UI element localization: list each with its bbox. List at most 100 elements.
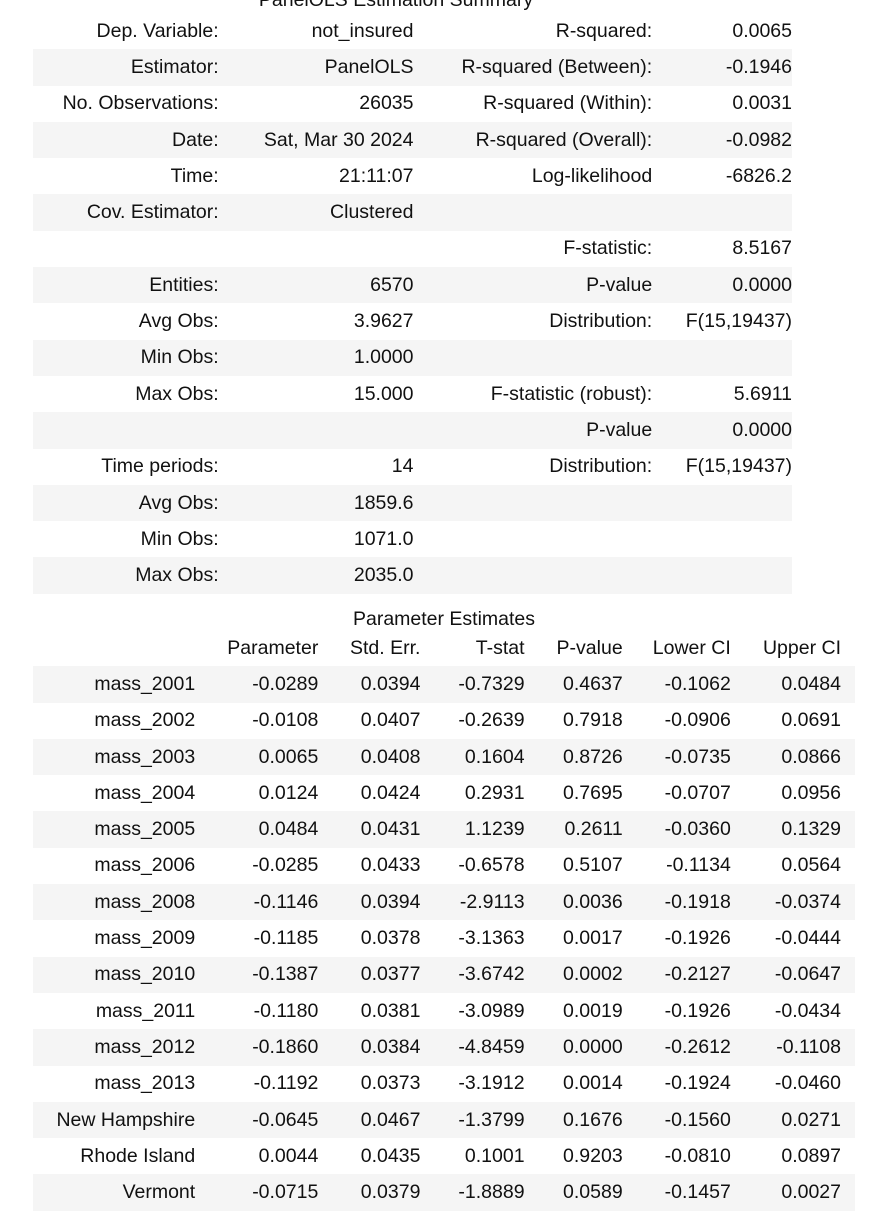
table-cell: 0.7695 [563, 781, 623, 804]
summary-value-right: F(15,19437) [685, 455, 792, 478]
summary-label-left: Min Obs: [140, 527, 219, 550]
summary-value-right: 0.0000 [652, 412, 792, 449]
table-cell: 0.0014 [563, 1072, 623, 1095]
table-row: Rhode Island 0.0044 0.0435 0.1001 0.9203 -0.0… [33, 1138, 855, 1174]
table-cell: -0.0735 [622, 738, 731, 776]
table-row: mass_2012 -0.1860 0.0384 -4.8459 0.0000 -0.26… [33, 1029, 855, 1066]
table-cell: -0.1192 [253, 1072, 319, 1095]
table-cell: -0.0810 [664, 1144, 731, 1167]
estimates-header-row: Parameter Std. Err. T-stat P-value Lower CI U… [33, 630, 855, 666]
summary-label-left: Estimator: [33, 49, 219, 86]
table-cell: -0.2639 [458, 709, 525, 732]
table-cell: -0.1860 [195, 1029, 319, 1066]
summary-label-right: F-statistic: [563, 237, 653, 260]
summary-value-left: 2035.0 [218, 557, 414, 594]
table-cell: -4.8459 [420, 1029, 525, 1066]
summary-title: PanelOLS Estimation Summary [258, 0, 534, 11]
column-header: Lower CI [652, 636, 731, 659]
column-header: P-value [556, 636, 623, 659]
table-cell: -0.1924 [664, 1072, 731, 1095]
table-row: mass_2010 -0.1387 0.0377 -3.6742 0.0002 -0.21… [33, 956, 855, 993]
summary-row: Min Obs: 1.0000 [33, 339, 792, 376]
summary-row: Time periods: 14 Distribution: F(15,19437) [33, 449, 792, 485]
row-label: mass_2001 [33, 666, 196, 703]
row-label: Rhode Island [80, 1144, 196, 1167]
summary-value-left: 6570 [218, 267, 414, 304]
table-cell: 0.0407 [360, 709, 421, 732]
table-cell: 0.0394 [318, 666, 421, 703]
table-cell: 0.0384 [318, 1029, 421, 1066]
summary-label-right: P-value [413, 267, 653, 304]
summary-label-left: Entities: [33, 267, 219, 304]
summary-value-left [219, 231, 414, 267]
table-cell: -0.2127 [622, 956, 731, 993]
summary-label-right [414, 521, 653, 557]
table-cell: 0.0564 [781, 854, 841, 877]
table-cell: 0.0484 [195, 811, 319, 848]
table-cell: -0.0434 [774, 999, 841, 1022]
summary-value-left: 1859.6 [218, 484, 414, 522]
table-cell: 0.1329 [730, 811, 855, 848]
table-cell: -0.0715 [195, 1174, 319, 1211]
table-cell: 0.0379 [318, 1174, 421, 1211]
table-cell: 0.0484 [730, 666, 855, 703]
summary-row: Entities: 6570 P-value 0.0000 [33, 267, 792, 304]
summary-row: No. Observations: 26035 R-squared (Within)… [33, 86, 792, 122]
table-cell: -0.1134 [666, 854, 731, 877]
table-cell: 0.0435 [360, 1144, 421, 1167]
summary-value-left: 14 [391, 455, 414, 478]
row-label: mass_2008 [33, 884, 196, 921]
table-cell: -0.0707 [664, 781, 731, 804]
row-label: Vermont [33, 1174, 196, 1211]
table-cell: -0.2612 [622, 1029, 731, 1066]
table-cell: 0.0956 [781, 781, 841, 804]
summary-label-left [33, 412, 219, 449]
summary-value-left [218, 412, 414, 449]
summary-label-right: R-squared: [555, 19, 653, 42]
table-cell: 0.5107 [563, 854, 623, 877]
row-label: mass_2004 [94, 781, 196, 804]
table-cell: -0.0374 [730, 884, 855, 921]
table-row: mass_2004 0.0124 0.0424 0.2931 0.7695 -0.0707… [33, 775, 855, 811]
table-cell: 0.0866 [730, 738, 855, 776]
table-cell: 0.1001 [464, 1144, 525, 1167]
summary-label-left: Max Obs: [33, 557, 219, 594]
table-cell: -0.0444 [774, 927, 841, 950]
table-cell: -3.0989 [458, 999, 525, 1022]
column-header: Parameter [227, 636, 319, 659]
row-label: mass_2013 [94, 1072, 196, 1095]
table-cell: 0.0394 [318, 884, 421, 921]
table-cell: 0.0381 [360, 999, 421, 1022]
summary-label-right: P-value [413, 412, 653, 449]
summary-row: F-statistic: 8.5167 [33, 231, 792, 267]
summary-value-right: 0.0065 [732, 19, 792, 42]
table-cell: 0.0019 [563, 999, 623, 1022]
table-cell: -0.1180 [253, 999, 319, 1022]
summary-row: Max Obs: 2035.0 [33, 557, 792, 594]
summary-value-right: 0.0000 [652, 267, 792, 304]
table-row: mass_2001 -0.0289 0.0394 -0.7329 0.4637 -0.10… [33, 666, 855, 703]
table-cell: 0.8726 [524, 738, 623, 776]
summary-value-left: PanelOLS [218, 49, 414, 86]
summary-row: Date: Sat, Mar 30 2024 R-squared (Overall)… [33, 121, 792, 159]
table-row: mass_2008 -0.1146 0.0394 -2.9113 0.0036 -0.19… [33, 884, 855, 921]
table-cell: 0.0691 [781, 709, 841, 732]
table-cell: -0.0460 [774, 1072, 841, 1095]
column-header: Std. Err. [349, 636, 421, 659]
table-cell: 0.0424 [360, 781, 421, 804]
summary-value-right: -0.0982 [652, 121, 792, 159]
row-label: mass_2005 [33, 811, 196, 848]
table-cell: -3.1912 [458, 1072, 525, 1095]
table-row: mass_2002 -0.0108 0.0407 -0.2639 0.7918 -0.09… [33, 703, 855, 739]
summary-row: Avg Obs: 3.9627 Distribution: F(15,19437) [33, 303, 792, 339]
summary-label-left: Max Obs: [135, 382, 219, 405]
table-cell: -0.1926 [664, 999, 731, 1022]
row-label: mass_2003 [33, 738, 196, 776]
table-cell: 0.0433 [360, 854, 421, 877]
table-row: mass_2003 0.0065 0.0408 0.1604 0.8726 -0.0735… [33, 738, 855, 776]
summary-label-right [413, 557, 653, 594]
summary-value-right [652, 194, 792, 231]
table-cell: -1.8889 [420, 1174, 525, 1211]
estimates-body: mass_2001 -0.0289 0.0394 -0.7329 0.4637 -0.10… [33, 666, 855, 1211]
summary-value-right: 0.0031 [732, 92, 792, 115]
